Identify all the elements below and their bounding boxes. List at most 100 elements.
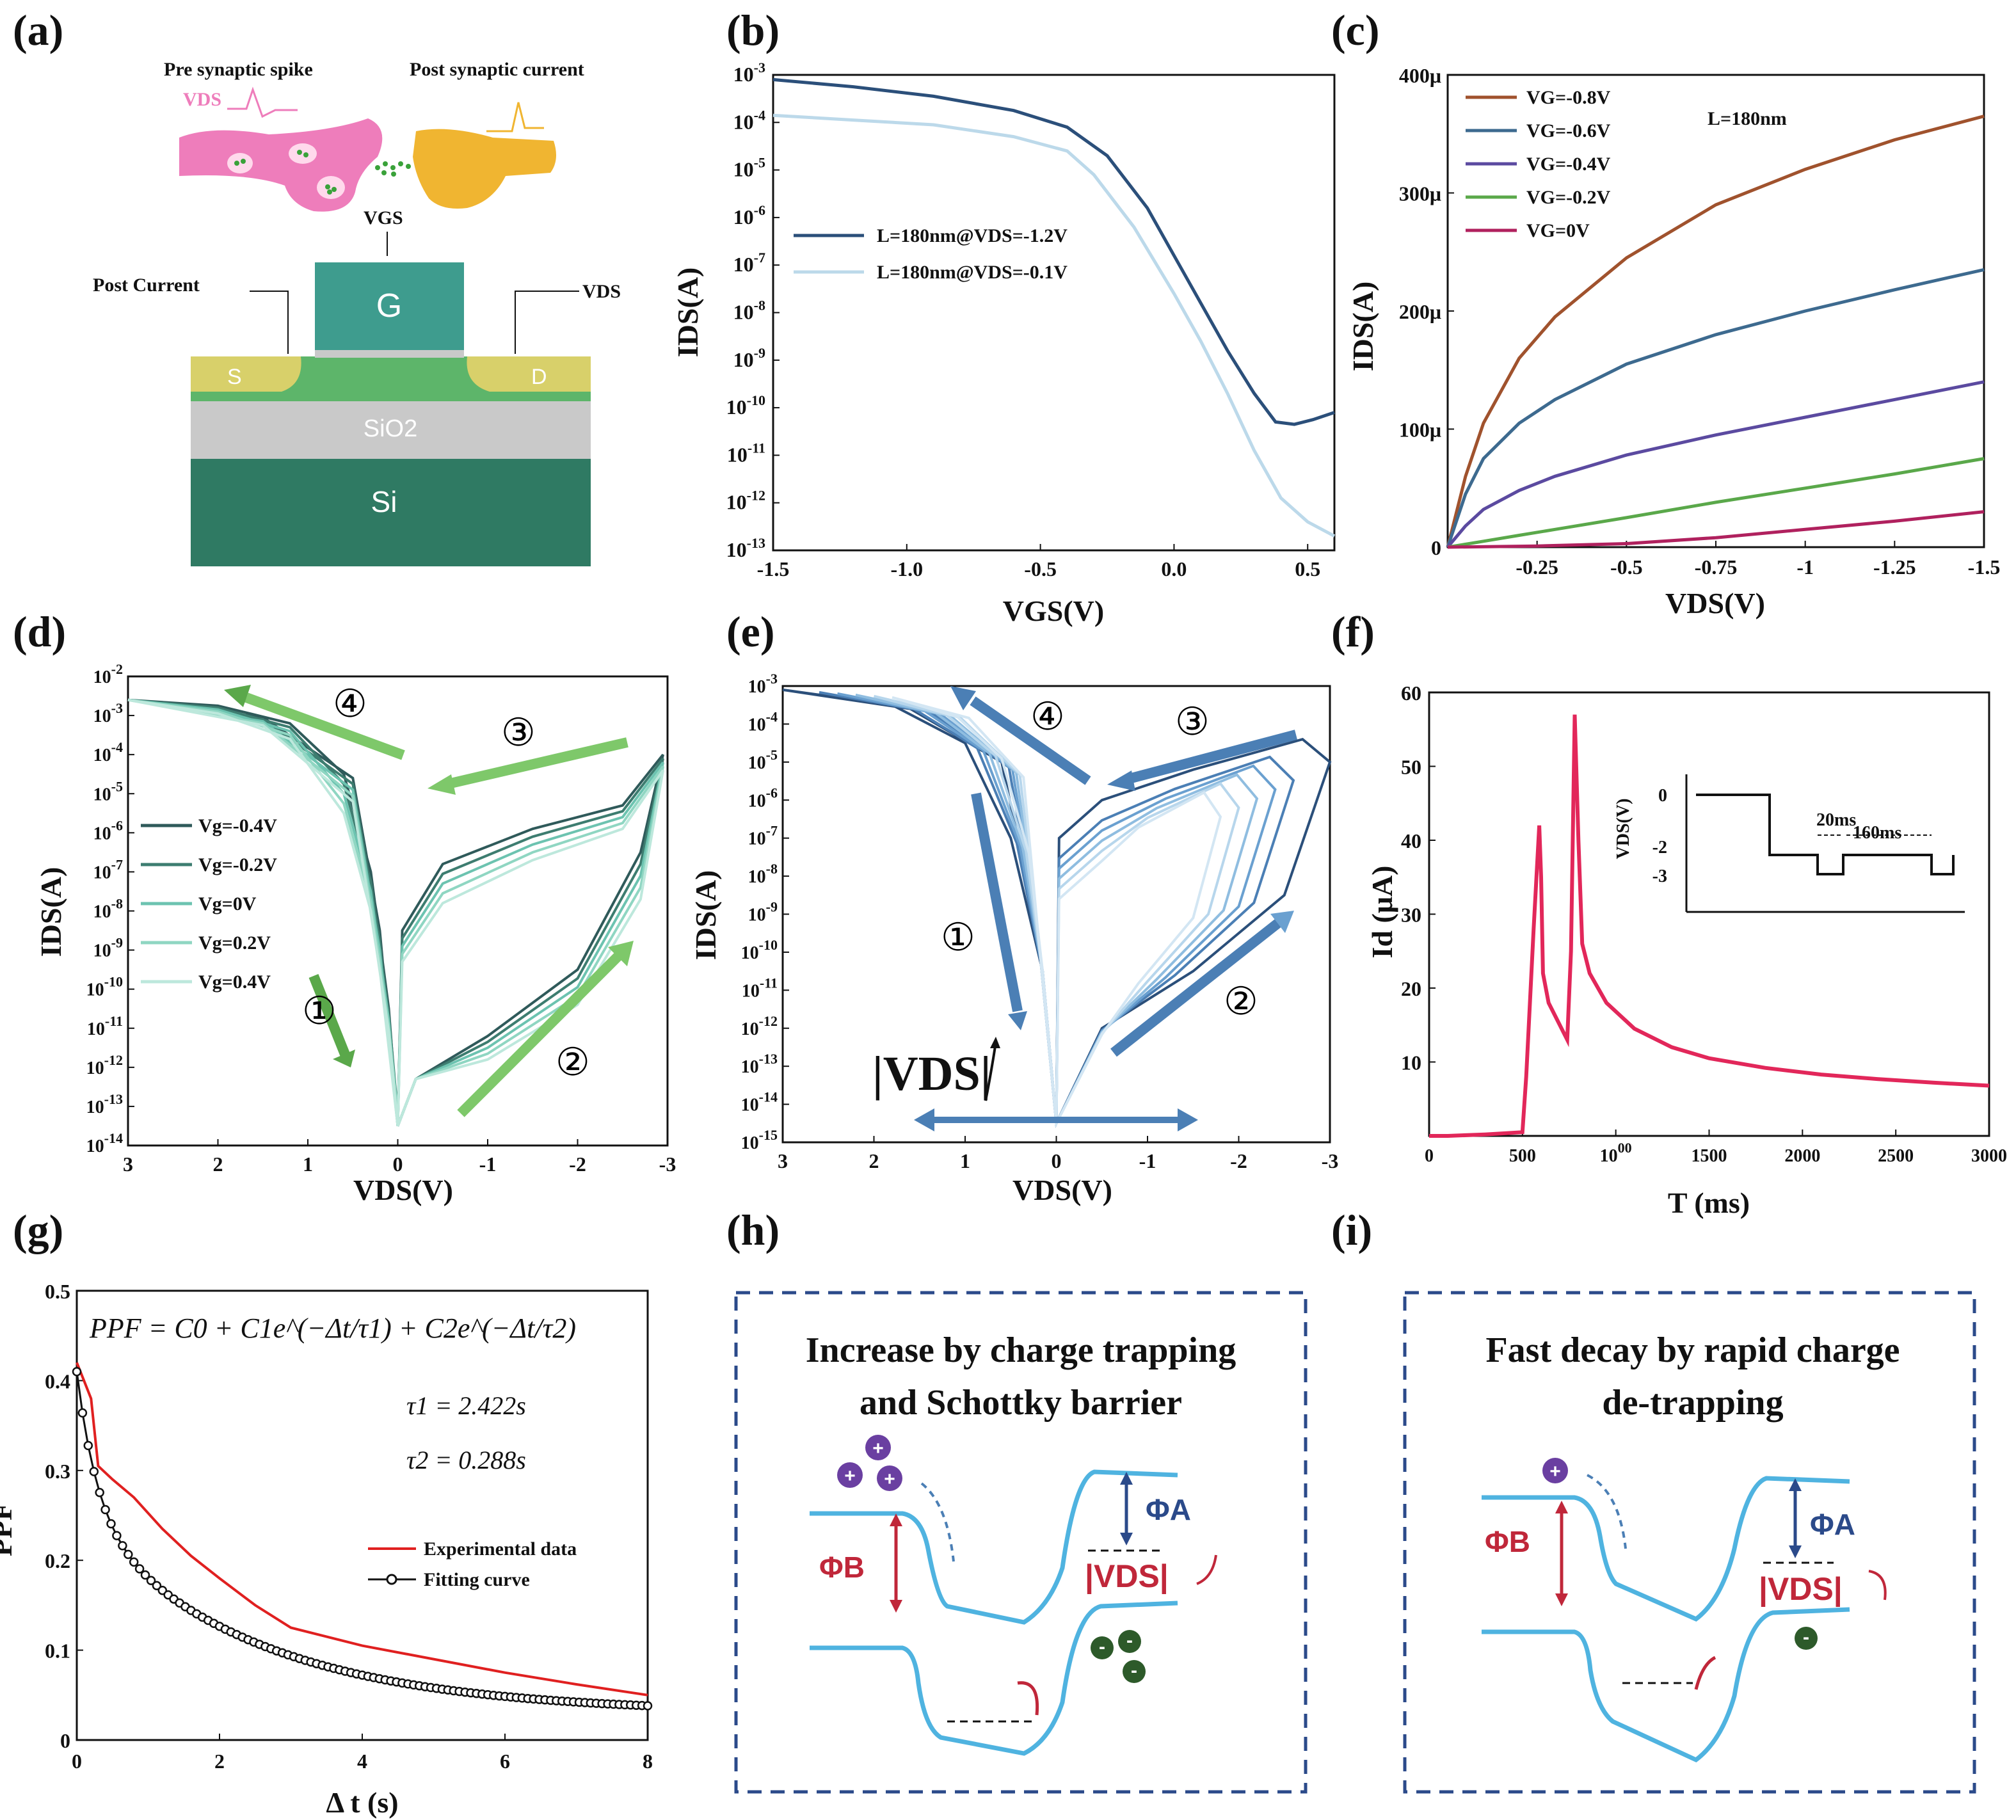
tick-label: 10-15 [741, 1127, 778, 1153]
tick-label: 10-9 [733, 345, 765, 371]
tick-label: 10-5 [93, 778, 123, 804]
legend: Vg=-0.4V Vg=-0.2V Vg=0V Vg=0.2V Vg=0.4V [141, 815, 277, 993]
drain-label: D [531, 365, 547, 389]
panel-h-letter: (h) [726, 1206, 780, 1254]
tick-label: 0 [72, 1750, 82, 1773]
series-line-2 [772, 113, 1336, 538]
curves [127, 698, 664, 1127]
tick-label: 200μ [1399, 300, 1441, 323]
legend-item: Vg=0.4V [198, 971, 271, 993]
fit-point [124, 1549, 133, 1560]
tick-label: 0.5 [45, 1280, 70, 1303]
panel-e-letter: (e) [726, 607, 774, 656]
phi-b-arrow-head [890, 1600, 902, 1613]
tick-label: 10-13 [741, 1051, 778, 1077]
conduction-band [810, 1469, 1178, 1625]
tick-label: 10-12 [726, 488, 765, 514]
tick-label: 2000 [1784, 1146, 1820, 1166]
x-axis-label: VGS(V) [1003, 595, 1104, 627]
tick-label: 3 [778, 1149, 788, 1172]
tick-label: 4 [357, 1750, 367, 1773]
vds-up-arrow [984, 1046, 996, 1101]
tick-label: -1.5 [1968, 555, 2001, 579]
x-axis-label: T (ms) [1668, 1186, 1750, 1219]
y-axis-label: IDS(A) [671, 267, 704, 358]
tick-label: 10-10 [86, 974, 123, 1000]
tick-label: 10 [1401, 1051, 1421, 1074]
marker-2: ② [1224, 980, 1258, 1023]
tick-label: 10-6 [748, 785, 778, 811]
tick-label: 20 [1401, 977, 1421, 1000]
marker-1: ① [302, 989, 337, 1032]
inset-width-1: 20ms [1816, 810, 1856, 830]
source-region [191, 356, 301, 392]
panel-d: (d) 10-210-310-410-510-610-710-810-910-1… [13, 607, 676, 1206]
svg-text:+: + [884, 1469, 895, 1490]
legend-item: Fitting curve [424, 1569, 530, 1590]
ppf-formula: PPF = C0 + C1e^(−Δt/τ1) + C2e^(−Δt/τ2) [89, 1313, 576, 1344]
legend-item: VG=-0.4V [1526, 154, 1611, 175]
tick-label: 2 [213, 1153, 223, 1176]
phi-a-arrow-head [1120, 1533, 1133, 1545]
tick-label: -1.0 [890, 557, 923, 580]
arrow-2 [457, 950, 625, 1117]
panel-g: (g) 0 0.1 0.2 0.3 0.4 0.5 0 2 4 6 8 PPF Δ t (s) P… [0, 1206, 653, 1819]
legend-item: Vg=-0.4V [198, 815, 277, 836]
current-trace [1429, 714, 1990, 1138]
box-title-line-1: Fast decay by rapid charge [1485, 1330, 1900, 1370]
silicon-substrate [191, 459, 591, 566]
tick-label: 6 [500, 1750, 510, 1773]
tick-label: -0.5 [1610, 555, 1643, 579]
inset-width-2: 160ms [1853, 823, 1901, 843]
tick-label: 400μ [1399, 64, 1441, 87]
panel-c-letter: (c) [1331, 6, 1379, 54]
y-axis: 0 0.1 0.2 0.3 0.4 0.5 [45, 1280, 83, 1752]
panel-c: (c) 0 100μ 200μ 300μ 400μ -0.25 -0.5 -0.75 -1 -1… [1331, 6, 2000, 619]
tick-label: 300μ [1399, 182, 1441, 205]
y-axis-label: PPF [0, 1503, 18, 1556]
x-axis-label: VDS(V) [1012, 1174, 1112, 1206]
tick-label: 0 [393, 1153, 403, 1176]
panel-i-letter: (i) [1331, 1206, 1372, 1254]
y-axis: 10 20 30 40 50 60 [1401, 682, 1436, 1074]
conduction-band [1482, 1476, 1850, 1622]
tick-label: 100μ [1399, 419, 1441, 442]
neurotransmitters [234, 150, 411, 195]
vds-spike-label: VDS [183, 89, 221, 110]
arrow-1-head [333, 1050, 355, 1067]
sweep-arrows [224, 685, 634, 1117]
legend-item: VG=-0.6V [1526, 120, 1611, 141]
fit-point [146, 1576, 156, 1586]
tick-label: 10-10 [741, 937, 778, 963]
gate [315, 262, 464, 350]
tick-label: 10-3 [733, 60, 765, 86]
tick-label: 0.0 [1161, 557, 1187, 580]
tick-label: 10-5 [748, 747, 778, 773]
inset-tick: -3 [1652, 866, 1667, 886]
arrow-4-head [224, 685, 251, 707]
arrow-2-head [608, 941, 634, 966]
panel-h: (h) Increase by charge trapping and Scho… [726, 1206, 1308, 1794]
x-axis: -0.25 -0.5 -0.75 -1 -1.25 -1.5 [1516, 541, 2000, 579]
iv-loop-6 [892, 696, 1222, 1128]
tick-label: 1 [303, 1153, 313, 1176]
phi-b-label: ΦB [819, 1551, 865, 1584]
tick-label: 10-13 [86, 1091, 123, 1117]
fit-point [152, 1581, 162, 1591]
legend-item: Experimental data [424, 1538, 577, 1560]
source-label: S [227, 365, 242, 389]
fit-point [95, 1488, 104, 1497]
tick-label: 10-7 [93, 856, 123, 882]
series-line-3 [1446, 380, 1985, 548]
svg-text:+: + [844, 1465, 856, 1487]
tick-label: 10-5 [733, 155, 765, 181]
tick-label: 50 [1401, 756, 1421, 779]
tick-label: -1 [1139, 1149, 1156, 1172]
series-group [1446, 115, 1985, 549]
svg-text:-: - [1803, 1627, 1809, 1648]
tau1-value: τ1 = 2.422s [406, 1391, 526, 1420]
legend-item: Vg=0V [198, 893, 257, 914]
x-axis-label: VDS(V) [1665, 587, 1765, 619]
tick-label: 3 [123, 1153, 133, 1176]
tick-label: 1000 [1600, 1140, 1632, 1166]
